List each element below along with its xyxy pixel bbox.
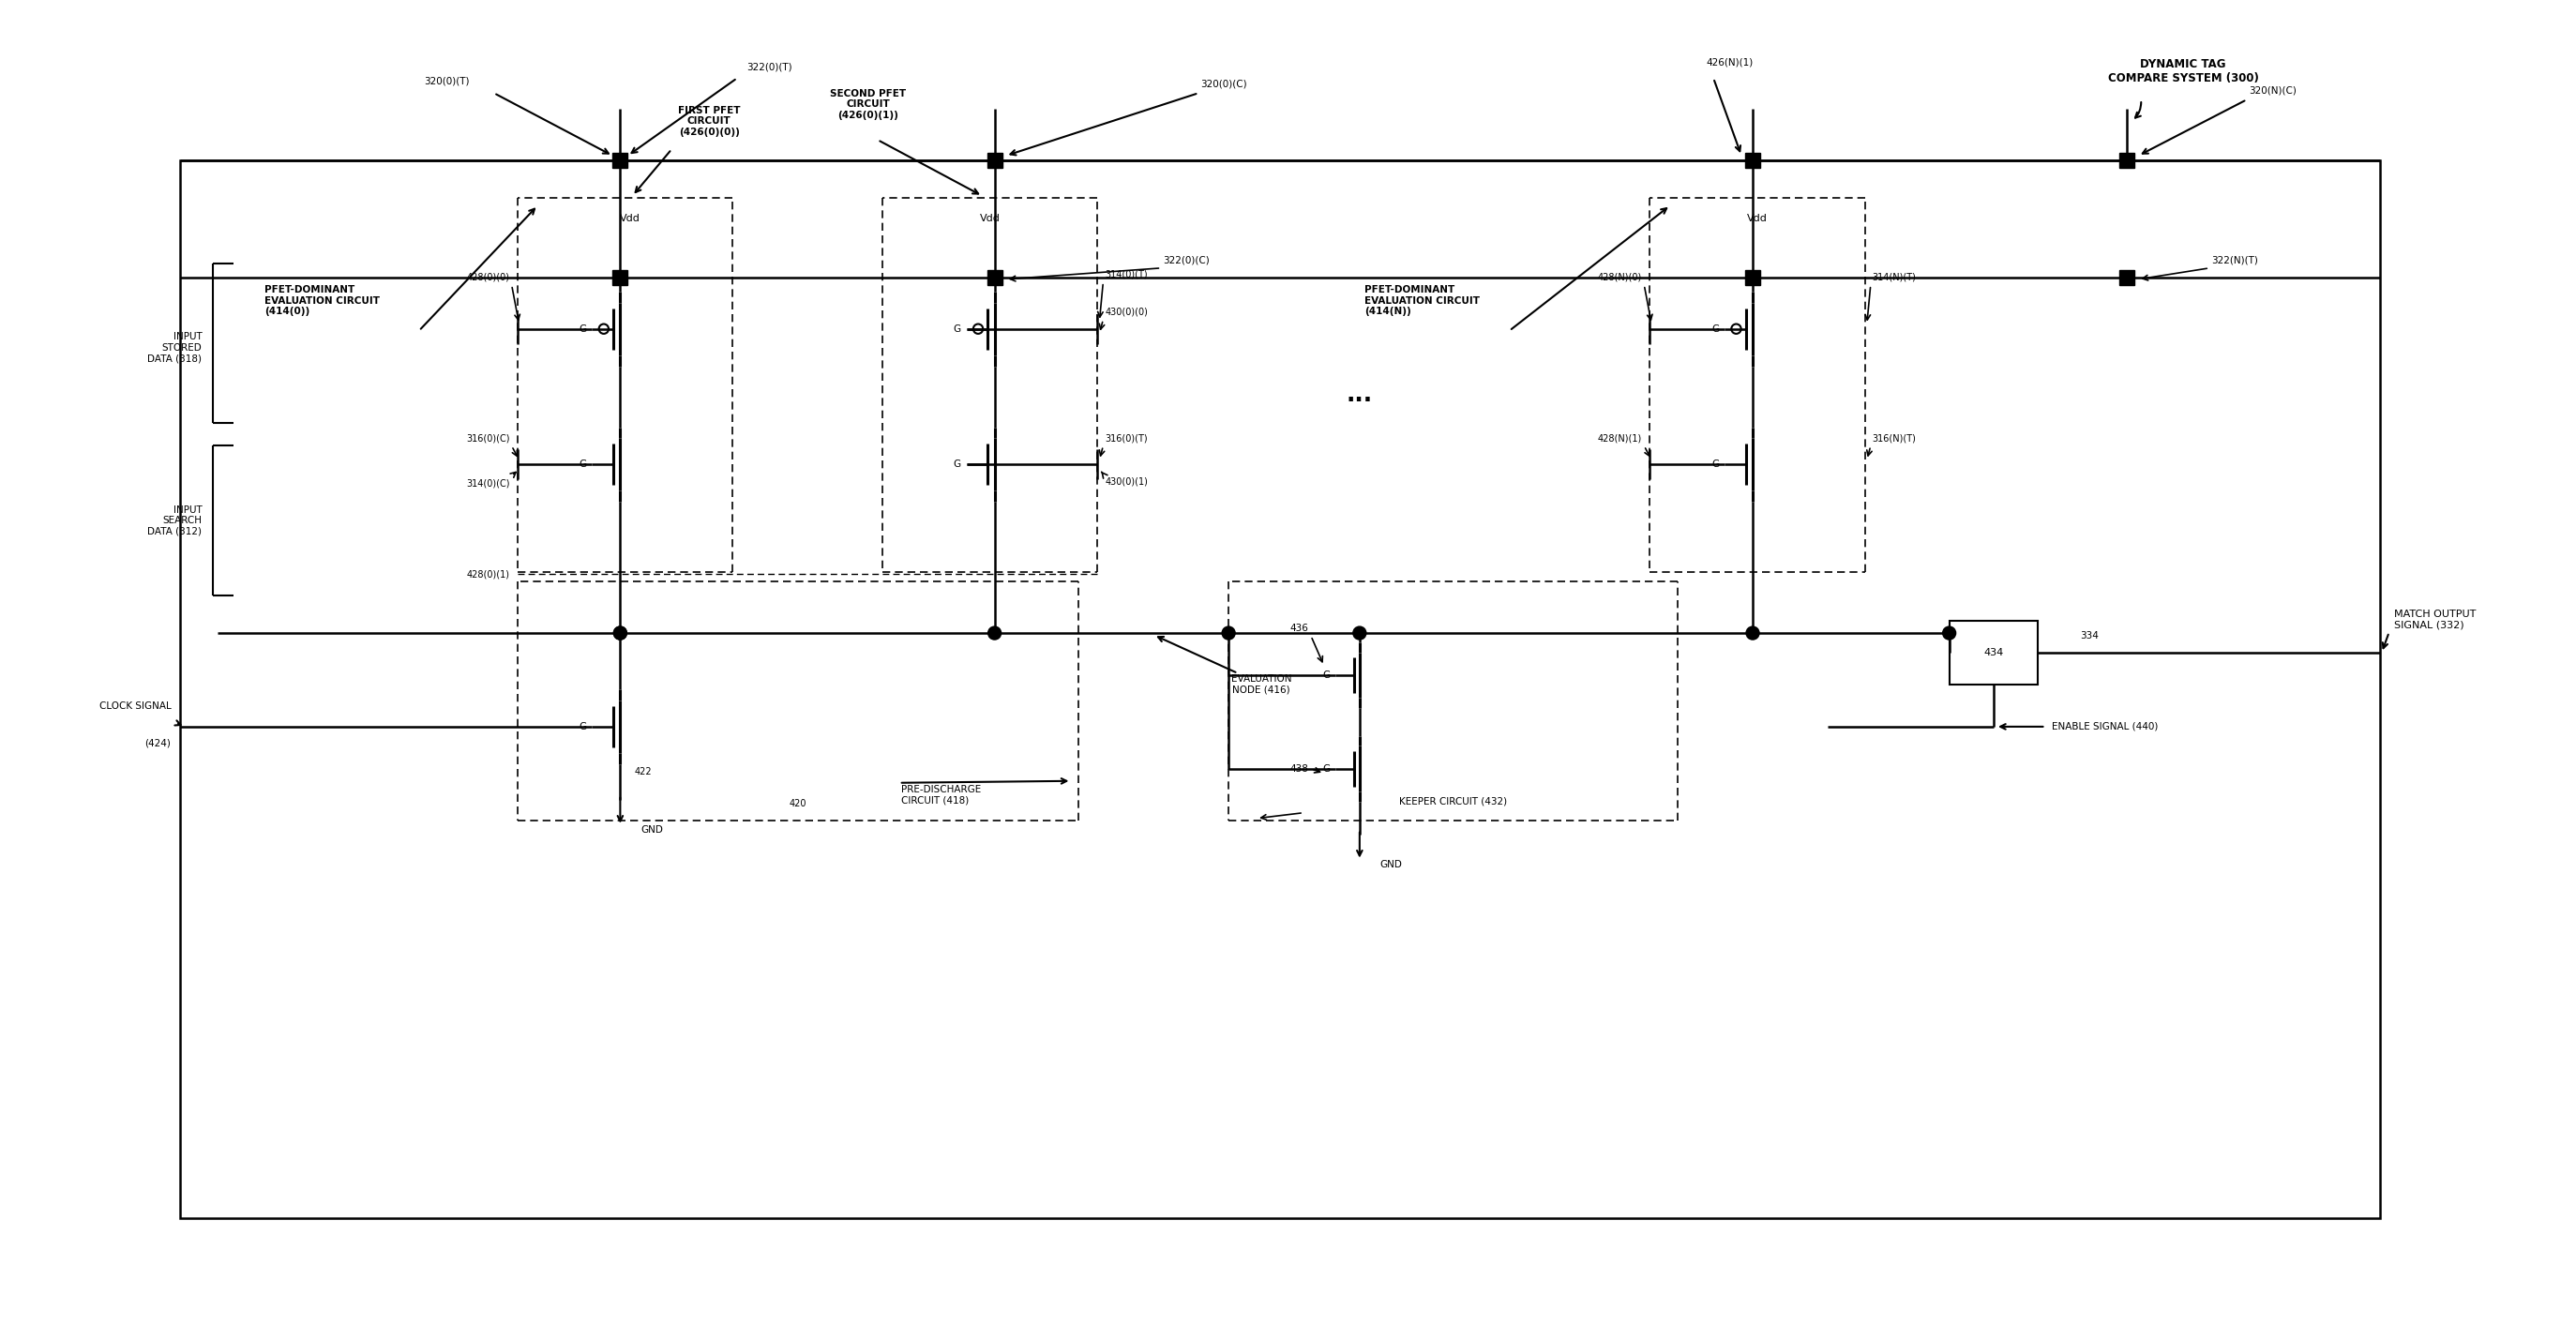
Text: G: G	[580, 460, 587, 469]
Bar	[2120, 270, 2136, 284]
Text: 314(0)(C): 314(0)(C)	[466, 479, 510, 488]
Bar	[1950, 621, 2038, 684]
Text: PFET-DOMINANT
EVALUATION CIRCUIT
(414(0)): PFET-DOMINANT EVALUATION CIRCUIT (414(0)…	[265, 286, 379, 316]
Circle shape	[1942, 626, 1955, 640]
Text: INPUT
SEARCH
DATA (312): INPUT SEARCH DATA (312)	[147, 506, 201, 536]
Bar	[1744, 270, 1759, 284]
Bar	[2120, 153, 2136, 168]
Text: 426(N)(1): 426(N)(1)	[1705, 58, 1752, 67]
Text: 316(0)(C): 316(0)(C)	[466, 433, 510, 443]
Text: 430(0)(1): 430(0)(1)	[1105, 477, 1149, 487]
Bar	[613, 270, 629, 284]
Text: 428(N)(0): 428(N)(0)	[1597, 272, 1643, 282]
Text: 322(N)(T): 322(N)(T)	[2210, 256, 2259, 266]
Bar	[987, 270, 1002, 284]
Circle shape	[989, 626, 1002, 640]
Text: 436: 436	[1291, 624, 1309, 633]
Bar	[1744, 153, 1759, 168]
Text: KEEPER CIRCUIT (432): KEEPER CIRCUIT (432)	[1399, 797, 1507, 806]
Text: DYNAMIC TAG
COMPARE SYSTEM (300): DYNAMIC TAG COMPARE SYSTEM (300)	[2107, 59, 2259, 84]
Text: 314(N)(T): 314(N)(T)	[1873, 272, 1917, 282]
Text: 428(0)(0): 428(0)(0)	[466, 272, 510, 282]
Text: FIRST PFET
CIRCUIT
(426(0)(0)): FIRST PFET CIRCUIT (426(0)(0))	[677, 106, 739, 137]
Text: 428(N)(1): 428(N)(1)	[1597, 433, 1643, 443]
Text: EVALUATION
NODE (416): EVALUATION NODE (416)	[1231, 675, 1291, 695]
Text: G: G	[953, 325, 961, 334]
Text: CLOCK SIGNAL: CLOCK SIGNAL	[98, 701, 170, 711]
Text: 320(0)(T): 320(0)(T)	[425, 76, 469, 86]
Text: G: G	[1710, 325, 1718, 334]
Text: 316(0)(T): 316(0)(T)	[1105, 433, 1149, 443]
Text: G: G	[580, 721, 587, 731]
Text: PRE-DISCHARGE
CIRCUIT (418): PRE-DISCHARGE CIRCUIT (418)	[902, 784, 981, 805]
Text: 438: 438	[1291, 764, 1309, 774]
Text: 322(0)(T): 322(0)(T)	[747, 62, 793, 71]
Text: GND: GND	[641, 825, 662, 834]
Text: G: G	[1324, 670, 1332, 680]
Text: 322(0)(C): 322(0)(C)	[1162, 256, 1211, 266]
Text: PFET-DOMINANT
EVALUATION CIRCUIT
(414(N)): PFET-DOMINANT EVALUATION CIRCUIT (414(N)…	[1365, 286, 1479, 316]
Circle shape	[1221, 626, 1234, 640]
Text: 430(0)(0): 430(0)(0)	[1105, 307, 1149, 316]
Text: G: G	[1324, 764, 1332, 774]
Text: ENABLE SIGNAL (440): ENABLE SIGNAL (440)	[2053, 721, 2159, 731]
Text: G: G	[953, 460, 961, 469]
Bar	[180, 161, 2380, 1218]
Text: G: G	[580, 325, 587, 334]
Text: ...: ...	[1347, 384, 1373, 405]
Text: SECOND PFET
CIRCUIT
(426(0)(1)): SECOND PFET CIRCUIT (426(0)(1))	[829, 89, 907, 119]
Bar	[987, 153, 1002, 168]
Text: Vdd: Vdd	[618, 213, 639, 223]
Text: GND: GND	[1381, 860, 1401, 869]
Text: 420: 420	[788, 799, 806, 809]
Circle shape	[1747, 626, 1759, 640]
Bar	[613, 153, 629, 168]
Text: 428(0)(1): 428(0)(1)	[466, 570, 510, 579]
Circle shape	[613, 626, 626, 640]
Text: 434: 434	[1984, 648, 2004, 657]
Text: INPUT
STORED
DATA (318): INPUT STORED DATA (318)	[147, 333, 201, 363]
Text: 320(N)(C): 320(N)(C)	[2249, 86, 2295, 95]
Text: 320(0)(C): 320(0)(C)	[1200, 79, 1247, 89]
Text: G: G	[1710, 460, 1718, 469]
Text: Vdd: Vdd	[1747, 213, 1767, 223]
Text: 422: 422	[634, 767, 652, 776]
Text: 334: 334	[2081, 632, 2099, 641]
Text: MATCH OUTPUT
SIGNAL (332): MATCH OUTPUT SIGNAL (332)	[2393, 610, 2476, 630]
Text: Vdd: Vdd	[979, 213, 999, 223]
Circle shape	[613, 626, 626, 640]
Circle shape	[1352, 626, 1365, 640]
Text: 316(N)(T): 316(N)(T)	[1873, 433, 1917, 443]
Text: 314(0)(T): 314(0)(T)	[1105, 270, 1149, 279]
Text: (424): (424)	[144, 739, 170, 748]
